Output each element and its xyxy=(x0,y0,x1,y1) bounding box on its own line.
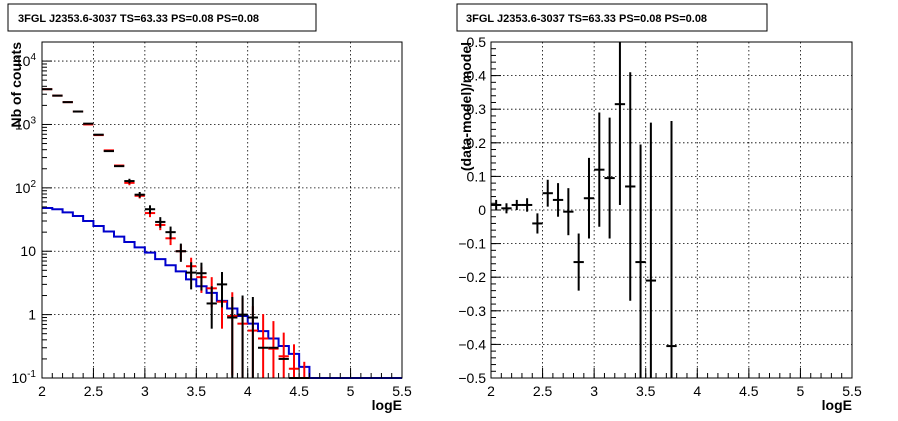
left-model-point xyxy=(288,344,300,378)
right-residual-point xyxy=(521,198,533,212)
left-y-tick-label: 10 xyxy=(20,243,36,259)
left-axes: 2 2.5 3 3.5 4 4.5 5 5.5 10-1 1 10 102 103 104 xyxy=(12,52,412,399)
right-y-tick-label: −0.2 xyxy=(458,269,486,285)
right-y-tick-label: −0.5 xyxy=(458,370,486,386)
right-y-tick-label: −0.4 xyxy=(458,336,486,352)
right-x-tick-label: 3 xyxy=(590,383,598,399)
left-y-tick-label: 1 xyxy=(28,307,36,323)
left-data-point xyxy=(196,262,207,291)
left-data-series xyxy=(42,88,310,379)
left-x-tick-label: 3.5 xyxy=(187,383,207,399)
right-y-tick-label: 0.1 xyxy=(467,168,487,184)
right-residual-point xyxy=(583,157,595,239)
right-y-tick-label: 0 xyxy=(478,202,486,218)
right-residual-point xyxy=(491,199,502,210)
right-axes: 2 2.5 3 3.5 4 4.5 5 5.5 −0.5 −0.4 −0.3 −0.2 −0.1 0 0.1… xyxy=(458,34,862,399)
right-x-tick-label: 2.5 xyxy=(533,383,553,399)
residual-panel: 3FGL J2353.6-3037 TS=63.33 PS=0.08 PS=0.… xyxy=(456,3,862,413)
left-x-tick-label: 4.5 xyxy=(289,383,309,399)
left-data-point xyxy=(155,217,166,228)
right-x-tick-label: 4 xyxy=(693,383,701,399)
left-data-point xyxy=(206,286,217,329)
right-ylabel: (data-model)/model xyxy=(458,42,474,171)
left-y-tick-label: 104 xyxy=(15,52,37,69)
right-x-tick-label: 2 xyxy=(487,383,495,399)
right-title: 3FGL J2353.6-3037 TS=63.33 PS=0.08 PS=0.… xyxy=(466,13,707,25)
right-residual-point xyxy=(645,122,657,378)
left-data-point xyxy=(186,262,197,290)
left-title-box xyxy=(7,3,317,32)
left-x-tick-label: 2 xyxy=(38,383,46,399)
right-residual-point xyxy=(604,117,615,239)
right-y-tick-label: −0.1 xyxy=(458,236,486,252)
left-y-tick-label: 10-1 xyxy=(12,369,37,386)
right-residual-point xyxy=(594,112,605,227)
left-x-tick-label: 5.5 xyxy=(392,383,412,399)
right-x-tick-label: 5 xyxy=(797,383,805,399)
right-grid xyxy=(491,42,852,378)
right-x-tick-label: 4.5 xyxy=(739,383,759,399)
left-y-tick-label: 103 xyxy=(15,115,37,132)
right-residual-point xyxy=(635,144,646,378)
left-grid xyxy=(42,42,402,378)
right-residual-point xyxy=(625,72,636,301)
left-data-point xyxy=(175,243,186,262)
right-y-tick-label: 0.3 xyxy=(467,101,487,117)
left-xlabel: logE xyxy=(372,397,402,413)
left-data-point xyxy=(227,296,238,378)
left-data-point xyxy=(216,272,228,308)
right-residual-point xyxy=(532,213,543,234)
counts-panel: 3FGL J2353.6-3037 TS=63.33 PS=0.08 PS=0.… xyxy=(7,3,412,413)
left-x-tick-label: 5 xyxy=(347,383,355,399)
left-model-point xyxy=(258,314,269,378)
left-ylabel: Nb of counts xyxy=(8,42,24,128)
left-data-point xyxy=(124,178,135,184)
left-x-tick-label: 3 xyxy=(141,383,149,399)
left-title: 3FGL J2353.6-3037 TS=63.33 PS=0.08 PS=0.… xyxy=(18,13,259,25)
left-data-point xyxy=(134,192,145,198)
left-x-tick-label: 2.5 xyxy=(84,383,104,399)
left-model-step-series xyxy=(42,207,402,379)
right-residual-point xyxy=(573,233,584,291)
right-residual-point xyxy=(511,199,522,210)
left-data-point xyxy=(247,296,258,378)
left-data-point xyxy=(165,226,176,240)
left-plot-frame xyxy=(41,41,403,379)
right-y-tick-label: 0.5 xyxy=(467,34,487,50)
right-residual-point xyxy=(614,42,626,205)
right-residual-point xyxy=(563,188,574,236)
left-model-point xyxy=(278,332,289,378)
left-model-series xyxy=(42,88,310,379)
left-model-step-line xyxy=(42,207,402,379)
right-residual-point xyxy=(542,179,553,207)
right-x-tick-label: 5.5 xyxy=(842,383,862,399)
left-x-tick-label: 4 xyxy=(244,383,252,399)
right-xlabel: logE xyxy=(822,397,852,413)
left-data-point xyxy=(144,205,156,214)
left-data-point xyxy=(237,295,248,378)
right-residual-series xyxy=(491,42,677,378)
right-residual-point xyxy=(666,120,677,378)
left-model-point xyxy=(299,361,310,379)
right-y-tick-label: 0.4 xyxy=(467,68,487,84)
right-title-box xyxy=(456,3,768,32)
right-x-tick-label: 3.5 xyxy=(636,383,656,399)
right-y-tick-label: −0.3 xyxy=(458,303,486,319)
right-residual-point xyxy=(552,183,564,217)
left-y-tick-label: 102 xyxy=(15,179,37,196)
right-residual-point xyxy=(501,203,512,214)
left-model-point xyxy=(268,321,279,378)
right-y-tick-label: 0.2 xyxy=(467,135,487,151)
